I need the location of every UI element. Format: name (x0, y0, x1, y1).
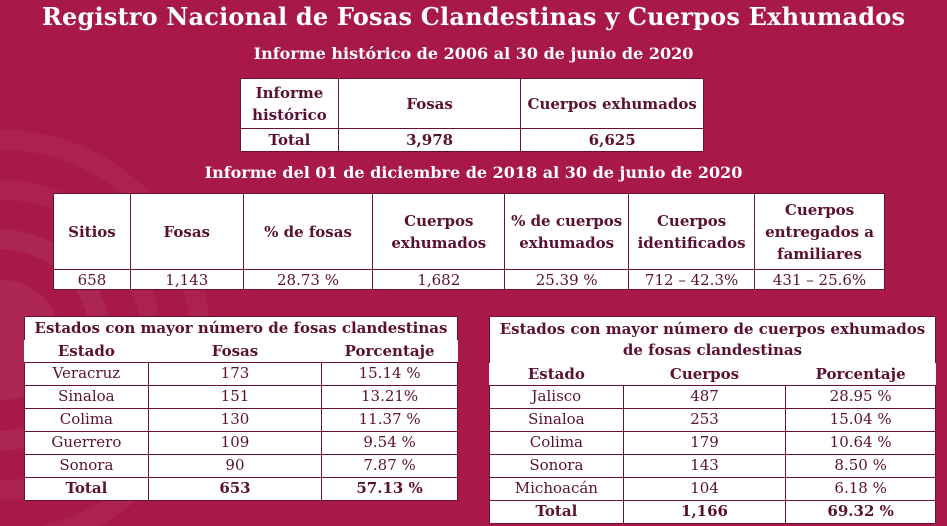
table-row: Veracruz 173 15.14 % (24, 361, 458, 386)
fosas-header-cell: Porcentaje (321, 340, 458, 363)
total-percent: 57.13 % (321, 476, 458, 501)
state-percent: 10.64 % (785, 430, 936, 455)
recent-cell: 712 – 42.3% (628, 269, 756, 290)
state-name: Sinaloa (24, 384, 149, 409)
cuerpos-caption-row: Estados con mayor número de cuerpos exhu… (489, 316, 936, 363)
historic-cell: 6,625 (520, 128, 704, 152)
recent-cell: 1,682 (372, 269, 506, 290)
recent-header-cell: Cuerpos identificados (628, 193, 756, 270)
state-percent: 9.54 % (321, 430, 458, 455)
table-row: Sinaloa 253 15.04 % (489, 407, 936, 432)
table-row: Michoacán 104 6.18 % (489, 476, 936, 501)
table-row: Sonora 90 7.87 % (24, 453, 458, 478)
table-row: Colima 179 10.64 % (489, 430, 936, 455)
cuerpos-header-cell: Porcentaje (785, 363, 936, 386)
recent-subtitle: Informe del 01 de diciembre de 2018 al 3… (204, 163, 743, 182)
recent-header-cell: % de cuerpos exhumados (504, 193, 630, 270)
recent-cell: 1,143 (129, 269, 244, 290)
table-row: Guerrero 109 9.54 % (24, 430, 458, 455)
table-row: Sonora 143 8.50 % (489, 453, 936, 478)
recent-header-row: Sitios Fosas % de fosas Cuerpos exhumado… (53, 193, 885, 270)
state-name: Veracruz (24, 361, 149, 386)
total-percent: 69.32 % (785, 499, 936, 524)
state-value: 173 (147, 361, 323, 386)
state-name: Guerrero (24, 430, 149, 455)
total-label: Total (24, 476, 149, 501)
historic-header-row: Informe histórico Fosas Cuerpos exhumado… (240, 78, 704, 129)
historic-cell: 3,978 (337, 128, 522, 152)
recent-table: Sitios Fosas % de fosas Cuerpos exhumado… (53, 193, 885, 290)
state-value: 253 (622, 407, 787, 432)
fosas-caption: Estados con mayor número de fosas clande… (24, 316, 458, 340)
historic-table: Informe histórico Fosas Cuerpos exhumado… (240, 78, 704, 152)
state-percent: 13.21% (321, 384, 458, 409)
page-title: Registro Nacional de Fosas Clandestinas … (41, 2, 906, 31)
cuerpos-header-cell: Estado (489, 363, 624, 386)
recent-header-cell: Sitios (53, 193, 131, 270)
state-percent: 28.95 % (785, 384, 936, 409)
state-name: Colima (489, 430, 624, 455)
state-value: 151 (147, 384, 323, 409)
historic-header-cell: Cuerpos exhumados (520, 78, 704, 129)
state-value: 179 (622, 430, 787, 455)
cuerpos-estados-table: Estados con mayor número de cuerpos exhu… (489, 316, 936, 524)
state-value: 130 (147, 407, 323, 432)
historic-header-cell: Informe histórico (240, 78, 339, 129)
cuerpos-header-cell: Cuerpos (623, 363, 786, 386)
state-value: 104 (622, 476, 787, 501)
recent-cell: 431 – 25.6% (754, 269, 885, 290)
historic-total-row: Total 3,978 6,625 (240, 128, 704, 152)
total-value: 653 (147, 476, 323, 501)
state-name: Jalisco (489, 384, 624, 409)
state-percent: 11.37 % (321, 407, 458, 432)
state-percent: 6.18 % (785, 476, 936, 501)
fosas-caption-row: Estados con mayor número de fosas clande… (24, 316, 458, 340)
table-row: Colima 130 11.37 % (24, 407, 458, 432)
table-row: Jalisco 487 28.95 % (489, 384, 936, 409)
recent-cell: 28.73 % (242, 269, 374, 290)
state-percent: 7.87 % (321, 453, 458, 478)
state-percent: 8.50 % (785, 453, 936, 478)
historic-header-cell: Fosas (337, 78, 522, 129)
state-name: Sinaloa (489, 407, 624, 432)
recent-header-cell: Cuerpos entregados a familiares (754, 193, 885, 270)
cuerpos-header-row: Estado Cuerpos Porcentaje (489, 363, 936, 386)
state-value: 90 (147, 453, 323, 478)
total-label: Total (489, 499, 624, 524)
state-value: 487 (622, 384, 787, 409)
state-name: Sonora (489, 453, 624, 478)
state-name: Colima (24, 407, 149, 432)
recent-cell: 25.39 % (504, 269, 630, 290)
total-value: 1,166 (622, 499, 787, 524)
cuerpos-total-row: Total 1,166 69.32 % (489, 499, 936, 524)
cuerpos-caption: Estados con mayor número de cuerpos exhu… (489, 316, 936, 363)
state-name: Michoacán (489, 476, 624, 501)
state-percent: 15.04 % (785, 407, 936, 432)
fosas-header-cell: Estado (24, 340, 149, 363)
state-value: 109 (147, 430, 323, 455)
historic-subtitle: Informe histórico de 2006 al 30 de junio… (253, 44, 694, 63)
recent-header-cell: Cuerpos exhumados (372, 193, 506, 270)
recent-header-cell: % de fosas (242, 193, 374, 270)
recent-data-row: 658 1,143 28.73 % 1,682 25.39 % 712 – 42… (53, 269, 885, 290)
fosas-estados-table: Estados con mayor número de fosas clande… (24, 316, 458, 501)
historic-cell: Total (240, 128, 339, 152)
recent-header-cell: Fosas (129, 193, 244, 270)
fosas-total-row: Total 653 57.13 % (24, 476, 458, 501)
state-value: 143 (622, 453, 787, 478)
fosas-header-cell: Fosas (148, 340, 322, 363)
state-percent: 15.14 % (321, 361, 458, 386)
table-row: Sinaloa 151 13.21% (24, 384, 458, 409)
state-name: Sonora (24, 453, 149, 478)
recent-cell: 658 (53, 269, 131, 290)
fosas-header-row: Estado Fosas Porcentaje (24, 340, 458, 363)
